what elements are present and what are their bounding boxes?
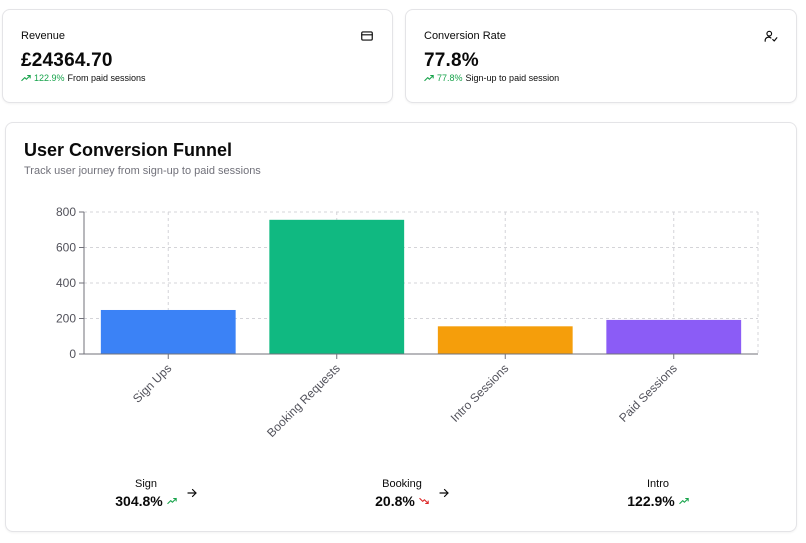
metric-sign: Sign 304.8%: [96, 478, 196, 509]
metric-booking: Booking 20.8%: [352, 478, 452, 509]
metric-value: 20.8%: [375, 493, 415, 509]
bar-intro-sessions: [437, 326, 573, 354]
bar-paid-sessions: [606, 319, 742, 354]
arrow-right-icon: [439, 488, 449, 498]
y-tick-label: 0: [69, 347, 76, 361]
conversion-value: 77.8%: [424, 50, 479, 71]
trending-up-icon: [679, 497, 689, 505]
metric-label: Sign: [134, 478, 158, 490]
metric-value: 122.9%: [627, 493, 675, 509]
metric-label: Booking: [382, 478, 422, 490]
funnel-card: User Conversion Funnel Track user journe…: [5, 122, 797, 532]
x-tick-label: Booking Requests: [264, 361, 343, 440]
metric-value: 304.8%: [115, 493, 163, 509]
y-tick-label: 800: [56, 205, 76, 219]
trending-up-icon: [424, 74, 434, 82]
funnel-description: Track user journey from sign-up to paid …: [24, 165, 261, 177]
conversion-change: 77.8%: [437, 73, 463, 83]
bar-sign-ups: [100, 309, 236, 354]
conversion-title: Conversion Rate: [424, 30, 506, 42]
x-tick-label: Paid Sessions: [616, 361, 680, 425]
revenue-change: 122.9%: [34, 73, 65, 83]
revenue-change-row: 122.9% From paid sessions: [21, 73, 146, 83]
revenue-title: Revenue: [21, 30, 66, 42]
y-tick-label: 600: [56, 241, 76, 255]
revenue-description: From paid sessions: [67, 73, 146, 83]
user-check-icon: [764, 30, 778, 42]
trending-up-icon: [21, 74, 31, 82]
x-tick-label: Intro Sessions: [448, 361, 512, 425]
metric-label: Intro: [646, 478, 669, 490]
credit-card-icon: [361, 31, 373, 41]
metric-intro: Intro 122.9%: [608, 478, 708, 509]
x-tick-label: Sign Ups: [130, 361, 174, 405]
conversion-change-row: 77.8% Sign-up to paid session: [424, 73, 559, 83]
conversion-card: Conversion Rate 77.8% 77.8% Sign-up to p…: [405, 9, 797, 103]
trending-down-icon: [419, 497, 429, 505]
y-tick-label: 400: [56, 276, 76, 290]
arrow-right-icon: [187, 488, 197, 498]
trending-up-icon: [167, 497, 177, 505]
conversion-description: Sign-up to paid session: [465, 73, 560, 83]
funnel-title: User Conversion Funnel: [24, 140, 233, 160]
y-tick-label: 200: [56, 312, 76, 326]
bar-booking-requests: [269, 219, 405, 354]
revenue-value: £24364.70: [21, 50, 113, 71]
revenue-card: Revenue £24364.70 122.9% From paid sessi…: [2, 9, 393, 103]
funnel-bar-chart: 0 200 400 600 800 Sign Ups Booking Requests Int…: [56, 205, 759, 440]
